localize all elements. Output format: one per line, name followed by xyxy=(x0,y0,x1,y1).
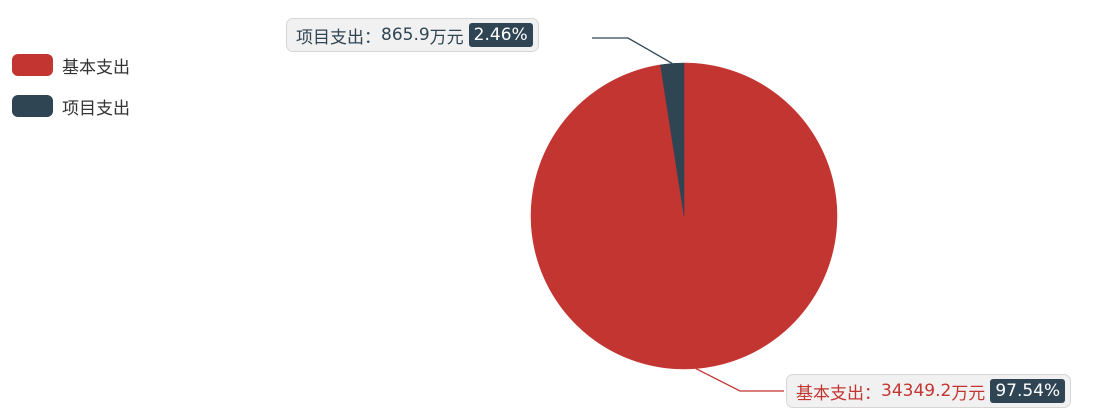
pie-slices xyxy=(530,62,838,370)
slice-label-basic-sep: ： xyxy=(864,383,881,404)
pie-slice-project[interactable] xyxy=(660,62,685,217)
slice-label-basic-name: 基本支出 xyxy=(796,383,864,404)
leader-line-project xyxy=(592,37,673,65)
legend-label-project: 项目支出 xyxy=(62,98,130,119)
slice-label-project-name: 项目支出 xyxy=(296,27,364,48)
legend: 基本支出 项目支出 xyxy=(12,54,130,136)
legend-swatch-basic xyxy=(12,54,53,76)
legend-item-basic[interactable]: 基本支出 xyxy=(12,54,130,78)
slice-label-basic-percent: 97.54% xyxy=(990,379,1066,403)
slice-label-basic: 基本支出： 34349.2 万元 97.54% xyxy=(786,374,1072,408)
slice-label-project: 项目支出： 865.9 万元 2.46% xyxy=(286,18,539,52)
slice-label-project-unit: 万元 xyxy=(429,27,464,48)
legend-item-project[interactable]: 项目支出 xyxy=(12,95,130,119)
slice-label-project-sep: ： xyxy=(364,27,381,48)
leader-line-basic xyxy=(695,367,784,392)
legend-swatch-project xyxy=(12,95,53,117)
leader-lines xyxy=(592,37,784,392)
legend-label-basic: 基本支出 xyxy=(62,57,130,78)
slice-label-project-percent: 2.46% xyxy=(468,23,533,47)
slice-label-basic-unit: 万元 xyxy=(951,383,986,404)
slice-label-project-value: 865.9 xyxy=(381,25,430,45)
slice-label-basic-value: 34349.2 xyxy=(881,381,952,401)
